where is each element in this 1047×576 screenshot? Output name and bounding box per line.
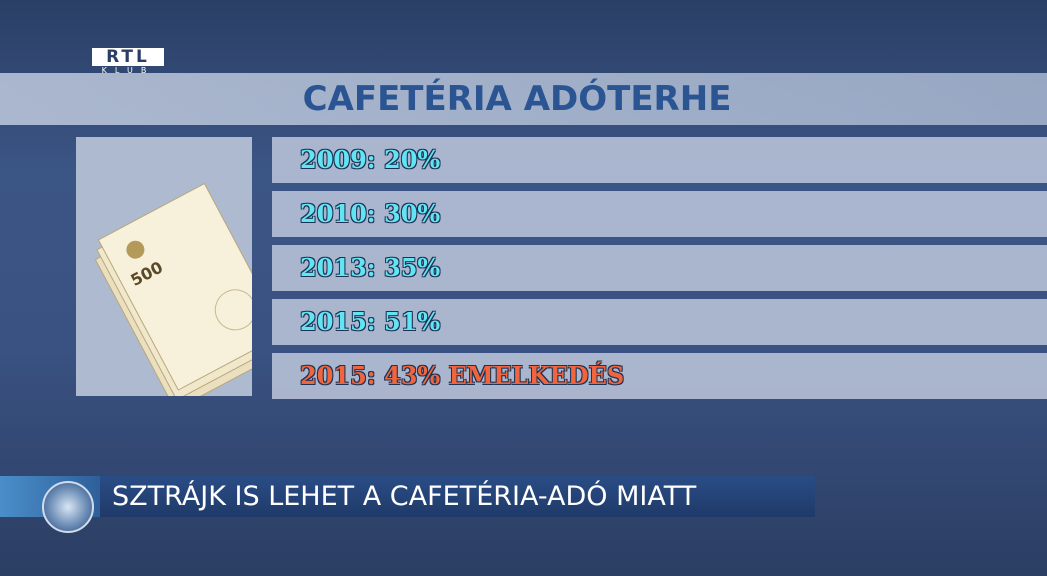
voucher-illustration: 500 — [94, 182, 252, 396]
channel-logo: RTL KLUB — [92, 48, 164, 76]
rate-row: 2015: 43% EMELKEDÉS — [272, 353, 1047, 399]
voucher-image: 500 — [76, 137, 252, 396]
rate-text: 2015: 43% EMELKEDÉS — [300, 361, 625, 390]
rate-row: 2015: 51% — [272, 299, 1047, 345]
title-bar — [0, 73, 1047, 125]
rate-row: 2010: 30% — [272, 191, 1047, 237]
logo-sub: KLUB — [101, 66, 155, 75]
rate-text: 2010: 30% — [300, 199, 441, 228]
title: CAFETÉRIA ADÓTERHE — [302, 79, 732, 119]
logo-name: RTL — [92, 48, 164, 66]
rate-row: 2009: 20% — [272, 137, 1047, 183]
rate-text: 2013: 35% — [300, 253, 441, 282]
rate-text: 2015: 51% — [300, 307, 441, 336]
rate-row: 2013: 35% — [272, 245, 1047, 291]
ticker: SZTRÁJK IS LEHET A CAFETÉRIA-ADÓ MIATT — [100, 476, 815, 517]
rate-text: 2009: 20% — [300, 145, 441, 174]
news-badge — [42, 481, 94, 533]
